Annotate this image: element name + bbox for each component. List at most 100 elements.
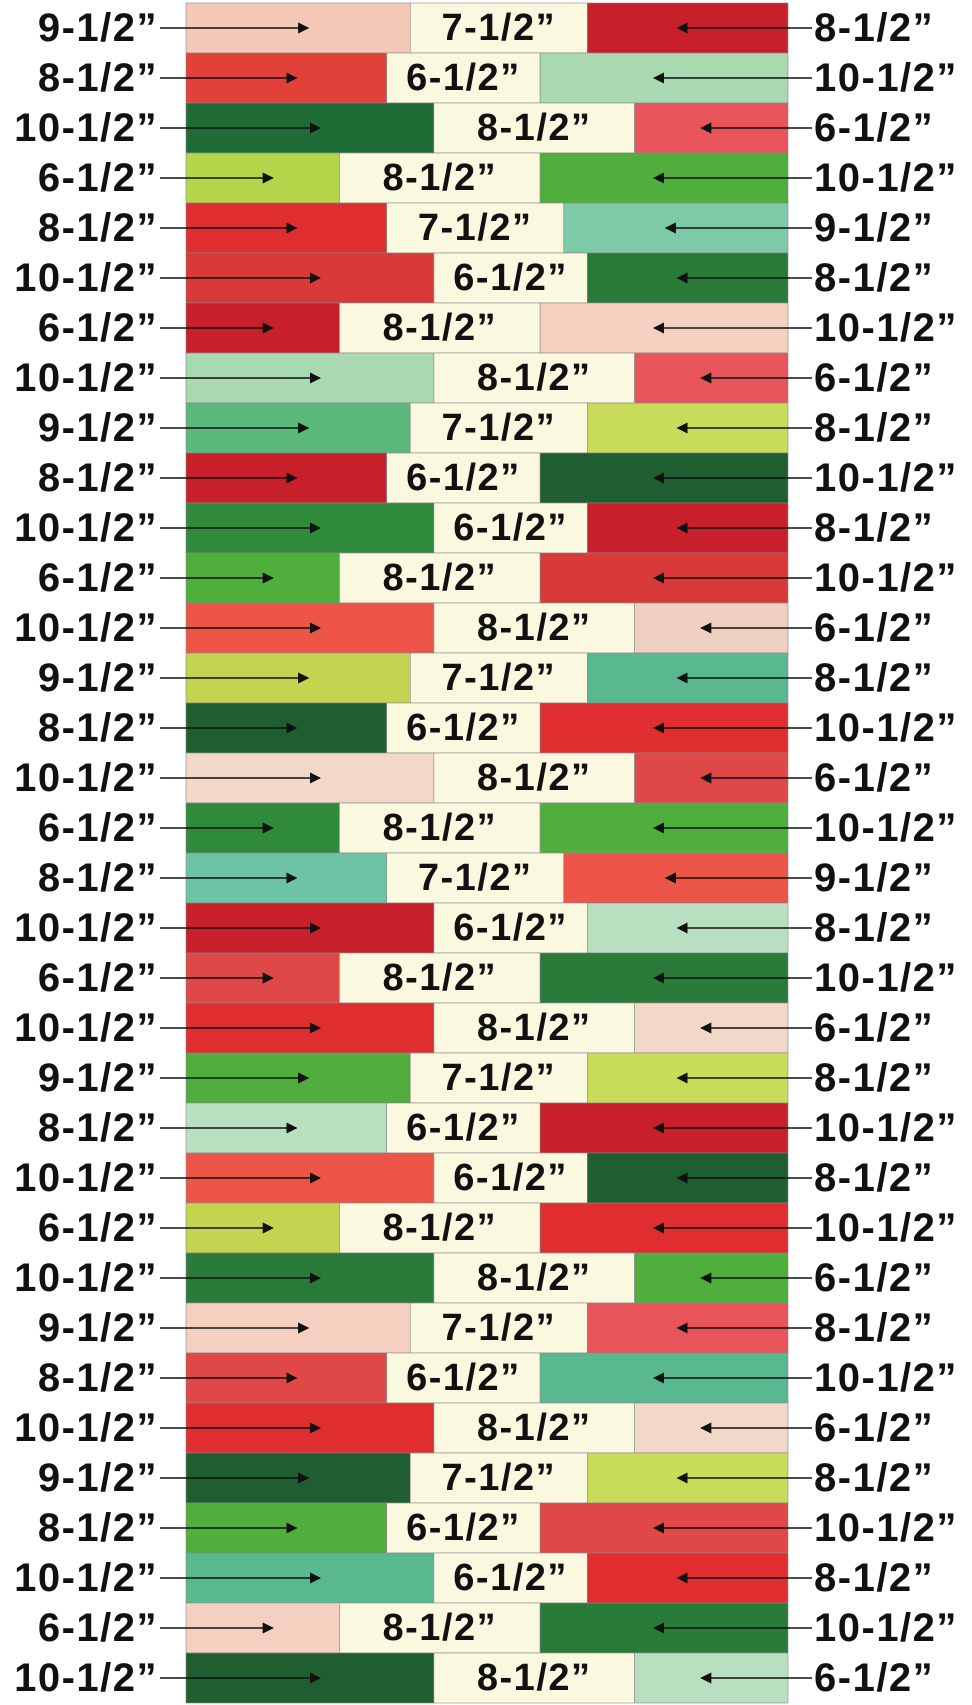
right-size-label: 10-1/2” (814, 1506, 958, 1550)
right-size-label: 6-1/2” (814, 1006, 934, 1050)
middle-size-label: 7-1/2” (441, 1307, 556, 1349)
left-size-label: 6-1/2” (38, 1606, 158, 1650)
left-size-label: 10-1/2” (14, 1006, 158, 1050)
right-size-label: 8-1/2” (814, 1556, 934, 1600)
right-size-label: 8-1/2” (814, 256, 934, 300)
right-size-label: 8-1/2” (814, 1456, 934, 1500)
right-size-label: 8-1/2” (814, 1306, 934, 1350)
left-size-label: 9-1/2” (38, 656, 158, 700)
right-size-label: 6-1/2” (814, 1256, 934, 1300)
middle-size-label: 8-1/2” (382, 307, 497, 349)
right-size-label: 10-1/2” (814, 306, 958, 350)
right-size-label: 8-1/2” (814, 406, 934, 450)
middle-size-label: 7-1/2” (441, 407, 556, 449)
right-size-label: 6-1/2” (814, 356, 934, 400)
left-size-label: 8-1/2” (38, 1506, 158, 1550)
left-size-label: 6-1/2” (38, 1206, 158, 1250)
middle-size-label: 8-1/2” (382, 557, 497, 599)
right-size-label: 10-1/2” (814, 956, 958, 1000)
left-size-label: 6-1/2” (38, 956, 158, 1000)
left-size-label: 10-1/2” (14, 606, 158, 650)
right-size-label: 10-1/2” (814, 1356, 958, 1400)
right-size-label: 9-1/2” (814, 856, 934, 900)
left-size-label: 9-1/2” (38, 1306, 158, 1350)
right-size-label: 10-1/2” (814, 1106, 958, 1150)
right-size-label: 8-1/2” (814, 906, 934, 950)
left-size-label: 10-1/2” (14, 356, 158, 400)
middle-size-label: 6-1/2” (453, 1157, 568, 1199)
left-size-label: 10-1/2” (14, 106, 158, 150)
left-size-label: 8-1/2” (38, 856, 158, 900)
middle-size-label: 6-1/2” (453, 507, 568, 549)
middle-size-label: 8-1/2” (477, 757, 592, 799)
middle-size-label: 6-1/2” (406, 57, 521, 99)
middle-size-label: 7-1/2” (441, 1057, 556, 1099)
right-size-label: 10-1/2” (814, 1206, 958, 1250)
right-size-label: 8-1/2” (814, 1056, 934, 1100)
right-size-label: 10-1/2” (814, 1606, 958, 1650)
middle-size-label: 8-1/2” (382, 157, 497, 199)
middle-size-label: 6-1/2” (453, 907, 568, 949)
middle-size-label: 8-1/2” (382, 807, 497, 849)
right-size-label: 6-1/2” (814, 606, 934, 650)
right-size-label: 6-1/2” (814, 756, 934, 800)
middle-size-label: 8-1/2” (477, 1407, 592, 1449)
middle-size-label: 8-1/2” (477, 607, 592, 649)
middle-size-label: 6-1/2” (406, 1107, 521, 1149)
left-size-label: 10-1/2” (14, 1656, 158, 1700)
middle-size-label: 8-1/2” (477, 357, 592, 399)
middle-size-label: 8-1/2” (477, 1257, 592, 1299)
left-size-label: 8-1/2” (38, 206, 158, 250)
left-size-label: 8-1/2” (38, 456, 158, 500)
right-size-label: 6-1/2” (814, 106, 934, 150)
right-size-label: 8-1/2” (814, 506, 934, 550)
middle-size-label: 8-1/2” (477, 1657, 592, 1699)
middle-size-label: 7-1/2” (418, 207, 533, 249)
right-size-label: 10-1/2” (814, 706, 958, 750)
left-size-label: 8-1/2” (38, 1106, 158, 1150)
middle-size-label: 8-1/2” (382, 1607, 497, 1649)
middle-size-label: 6-1/2” (453, 257, 568, 299)
left-size-label: 9-1/2” (38, 406, 158, 450)
middle-size-label: 6-1/2” (406, 707, 521, 749)
left-size-label: 9-1/2” (38, 6, 158, 50)
left-size-label: 6-1/2” (38, 306, 158, 350)
middle-size-label: 6-1/2” (406, 1357, 521, 1399)
left-size-label: 10-1/2” (14, 906, 158, 950)
right-size-label: 9-1/2” (814, 206, 934, 250)
left-size-label: 10-1/2” (14, 1256, 158, 1300)
left-size-label: 8-1/2” (38, 56, 158, 100)
middle-size-label: 7-1/2” (441, 1457, 556, 1499)
middle-size-label: 6-1/2” (453, 1557, 568, 1599)
middle-size-label: 7-1/2” (441, 7, 556, 49)
right-size-label: 6-1/2” (814, 1656, 934, 1700)
middle-size-label: 6-1/2” (406, 1507, 521, 1549)
middle-size-label: 8-1/2” (382, 957, 497, 999)
right-size-label: 10-1/2” (814, 556, 958, 600)
right-size-label: 10-1/2” (814, 56, 958, 100)
middle-size-label: 8-1/2” (382, 1207, 497, 1249)
left-size-label: 10-1/2” (14, 1156, 158, 1200)
left-size-label: 10-1/2” (14, 256, 158, 300)
middle-size-label: 8-1/2” (477, 107, 592, 149)
left-size-label: 6-1/2” (38, 806, 158, 850)
middle-size-label: 6-1/2” (406, 457, 521, 499)
middle-size-label: 7-1/2” (441, 657, 556, 699)
left-size-label: 8-1/2” (38, 706, 158, 750)
left-size-label: 10-1/2” (14, 1556, 158, 1600)
right-size-label: 8-1/2” (814, 6, 934, 50)
right-size-label: 8-1/2” (814, 656, 934, 700)
right-size-label: 10-1/2” (814, 456, 958, 500)
left-size-label: 10-1/2” (14, 756, 158, 800)
left-size-label: 6-1/2” (38, 156, 158, 200)
middle-size-label: 8-1/2” (477, 1007, 592, 1049)
left-size-label: 6-1/2” (38, 556, 158, 600)
right-size-label: 10-1/2” (814, 156, 958, 200)
right-size-label: 8-1/2” (814, 1156, 934, 1200)
left-size-label: 8-1/2” (38, 1356, 158, 1400)
left-size-label: 9-1/2” (38, 1056, 158, 1100)
left-size-label: 9-1/2” (38, 1456, 158, 1500)
quilt-diagram: 9-1/2” 7-1/2” 8-1/2” 8-1/2” 6-1/2” 10-1/2” 10-… (0, 0, 972, 1705)
left-size-label: 10-1/2” (14, 1406, 158, 1450)
right-size-label: 6-1/2” (814, 1406, 934, 1450)
